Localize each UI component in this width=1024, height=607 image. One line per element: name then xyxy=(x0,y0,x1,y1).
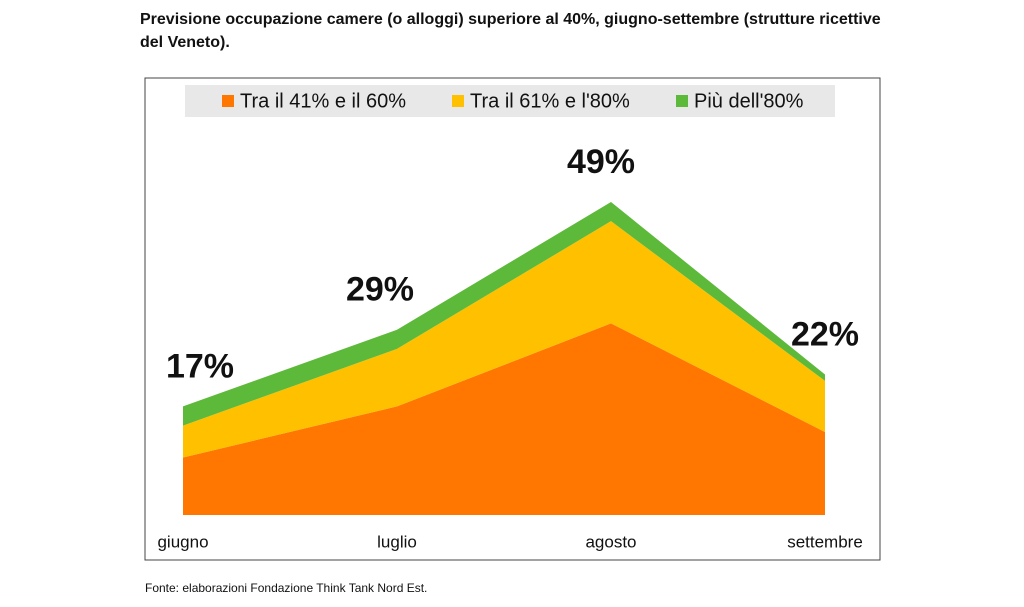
x-tick-label: luglio xyxy=(377,532,417,551)
source-note: Fonte: elaborazioni Fondazione Think Tan… xyxy=(145,581,427,595)
legend-swatch xyxy=(676,95,688,107)
x-tick-label: agosto xyxy=(585,532,636,551)
title-box: Previsione occupazione camere (o alloggi… xyxy=(140,11,881,51)
area xyxy=(183,323,825,515)
legend-box xyxy=(185,85,835,117)
total-label: 49% xyxy=(567,143,635,181)
legend-label: Tra il 41% e il 60% xyxy=(240,90,406,112)
legend-swatch xyxy=(452,95,464,107)
plot-frame xyxy=(144,77,881,561)
area xyxy=(183,221,825,458)
total-label: 29% xyxy=(346,271,414,309)
legend-label: Più dell'80% xyxy=(694,90,804,112)
x-tick-label: giugno xyxy=(157,532,208,551)
total-label: 17% xyxy=(166,347,234,385)
x-tick-label: settembre xyxy=(787,532,863,551)
legend-label: Tra il 61% e l'80% xyxy=(470,90,630,112)
legend-swatch xyxy=(222,95,234,107)
area xyxy=(183,202,825,426)
total-label: 22% xyxy=(791,315,859,353)
chart-title: Previsione occupazione camere (o alloggi… xyxy=(140,11,881,51)
